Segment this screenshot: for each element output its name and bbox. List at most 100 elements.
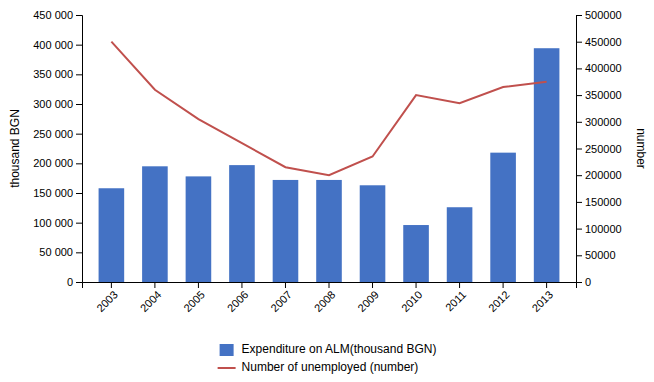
tick-mark xyxy=(154,282,155,288)
chart: 2003200420052006200720082009201020112012… xyxy=(0,0,654,382)
tick-label: 150 000 xyxy=(33,187,73,199)
x-tick: 2005 xyxy=(181,282,207,314)
y2-axis-title: number xyxy=(634,128,648,169)
legend: Expenditure on ALM(thousand BGN) Number o… xyxy=(218,342,437,374)
bar xyxy=(360,185,386,282)
tick-label: 2005 xyxy=(181,288,207,314)
tick-mark xyxy=(76,193,82,194)
y2-axis: 0 50000 100000 150000 200000 250000 300000 3500… xyxy=(576,9,622,288)
y-tick: 400 000 xyxy=(33,39,82,51)
tick-mark xyxy=(576,282,582,283)
y-tick: 250 000 xyxy=(33,128,82,140)
y2-tick: 0 xyxy=(576,276,591,288)
tick-mark xyxy=(576,15,582,16)
tick-label: 350000 xyxy=(585,89,622,101)
y-tick: 200 000 xyxy=(33,157,82,169)
tick-label: 50000 xyxy=(585,249,616,261)
tick-label: 200 000 xyxy=(33,157,73,169)
y2-tick: 200000 xyxy=(576,169,622,181)
tick-label: 350 000 xyxy=(33,68,73,80)
tick-label: 100000 xyxy=(585,223,622,235)
tick-label: 2010 xyxy=(399,288,425,314)
y2-tick: 150000 xyxy=(576,196,622,208)
bar xyxy=(490,153,516,282)
y-tick: 450 000 xyxy=(33,9,82,21)
tick-mark xyxy=(241,282,242,288)
tick-mark xyxy=(76,45,82,46)
tick-label: 250 000 xyxy=(33,128,73,140)
tick-mark xyxy=(329,282,330,288)
tick-label: 2011 xyxy=(443,288,468,313)
legend-swatch xyxy=(220,344,234,356)
tick-mark xyxy=(576,95,582,96)
x-tick: 2012 xyxy=(486,282,512,314)
bar xyxy=(273,180,299,282)
tick-mark xyxy=(76,104,82,105)
tick-label: 150000 xyxy=(585,196,622,208)
legend-item: Number of unemployed (number) xyxy=(218,360,419,374)
bar xyxy=(403,225,429,282)
bar xyxy=(316,180,342,282)
tick-mark xyxy=(111,282,112,288)
tick-label: 400000 xyxy=(585,62,622,74)
plot: 2003200420052006200720082009201020112012… xyxy=(33,9,621,314)
y2-tick: 450000 xyxy=(576,36,622,48)
y2-tick: 300000 xyxy=(576,116,622,128)
x-tick: 2011 xyxy=(443,282,468,314)
tick-mark xyxy=(503,282,504,288)
tick-label: 0 xyxy=(585,276,591,288)
bar xyxy=(186,176,212,282)
tick-mark xyxy=(576,175,582,176)
y2-tick: 500000 xyxy=(576,9,622,21)
tick-mark xyxy=(576,202,582,203)
tick-label: 2013 xyxy=(529,288,555,314)
tick-label: 100 000 xyxy=(33,217,73,229)
x-tick: 2003 xyxy=(94,282,120,314)
bar xyxy=(99,188,125,282)
tick-mark xyxy=(285,282,286,288)
tick-mark xyxy=(576,68,582,69)
tick-mark xyxy=(76,134,82,135)
y2-tick: 50000 xyxy=(576,249,616,261)
tick-mark xyxy=(459,282,460,288)
tick-label: 300 000 xyxy=(33,98,73,110)
y-tick: 0 xyxy=(67,276,82,288)
tick-mark xyxy=(76,282,82,283)
tick-label: 2003 xyxy=(94,288,120,314)
x-tick: 2009 xyxy=(355,282,381,314)
tick-label: 450000 xyxy=(585,36,622,48)
tick-label: 400 000 xyxy=(33,39,73,51)
axis-line xyxy=(76,16,83,283)
tick-mark xyxy=(76,15,82,16)
tick-label: 50 000 xyxy=(39,246,73,258)
tick-mark xyxy=(76,223,82,224)
bar-series xyxy=(99,48,560,282)
bar xyxy=(229,165,255,282)
y2-tick: 350000 xyxy=(576,89,622,101)
tick-label: 2004 xyxy=(138,288,164,314)
axis-line xyxy=(83,283,577,289)
tick-mark xyxy=(576,255,582,256)
y2-tick: 250000 xyxy=(576,143,622,155)
tick-mark xyxy=(576,229,582,230)
x-axis: 2003200420052006200720082009201020112012… xyxy=(83,282,577,314)
tick-mark xyxy=(576,122,582,123)
tick-label: 2008 xyxy=(312,288,338,314)
tick-mark xyxy=(76,252,82,253)
bar xyxy=(142,166,168,282)
tick-mark xyxy=(576,42,582,43)
legend-label: Number of unemployed (number) xyxy=(242,360,419,374)
tick-label: 0 xyxy=(67,276,73,288)
y2-tick: 100000 xyxy=(576,223,622,235)
tick-mark xyxy=(546,282,547,288)
legend-item: Expenditure on ALM(thousand BGN) xyxy=(220,342,437,356)
tick-label: 200000 xyxy=(585,169,622,181)
x-tick: 2006 xyxy=(225,282,251,314)
tick-label: 250000 xyxy=(585,143,622,155)
x-tick: 2004 xyxy=(138,282,164,314)
tick-label: 2009 xyxy=(355,288,381,314)
tick-label: 2012 xyxy=(486,288,512,314)
tick-mark xyxy=(198,282,199,288)
tick-label: 2006 xyxy=(225,288,251,314)
tick-mark xyxy=(76,74,82,75)
